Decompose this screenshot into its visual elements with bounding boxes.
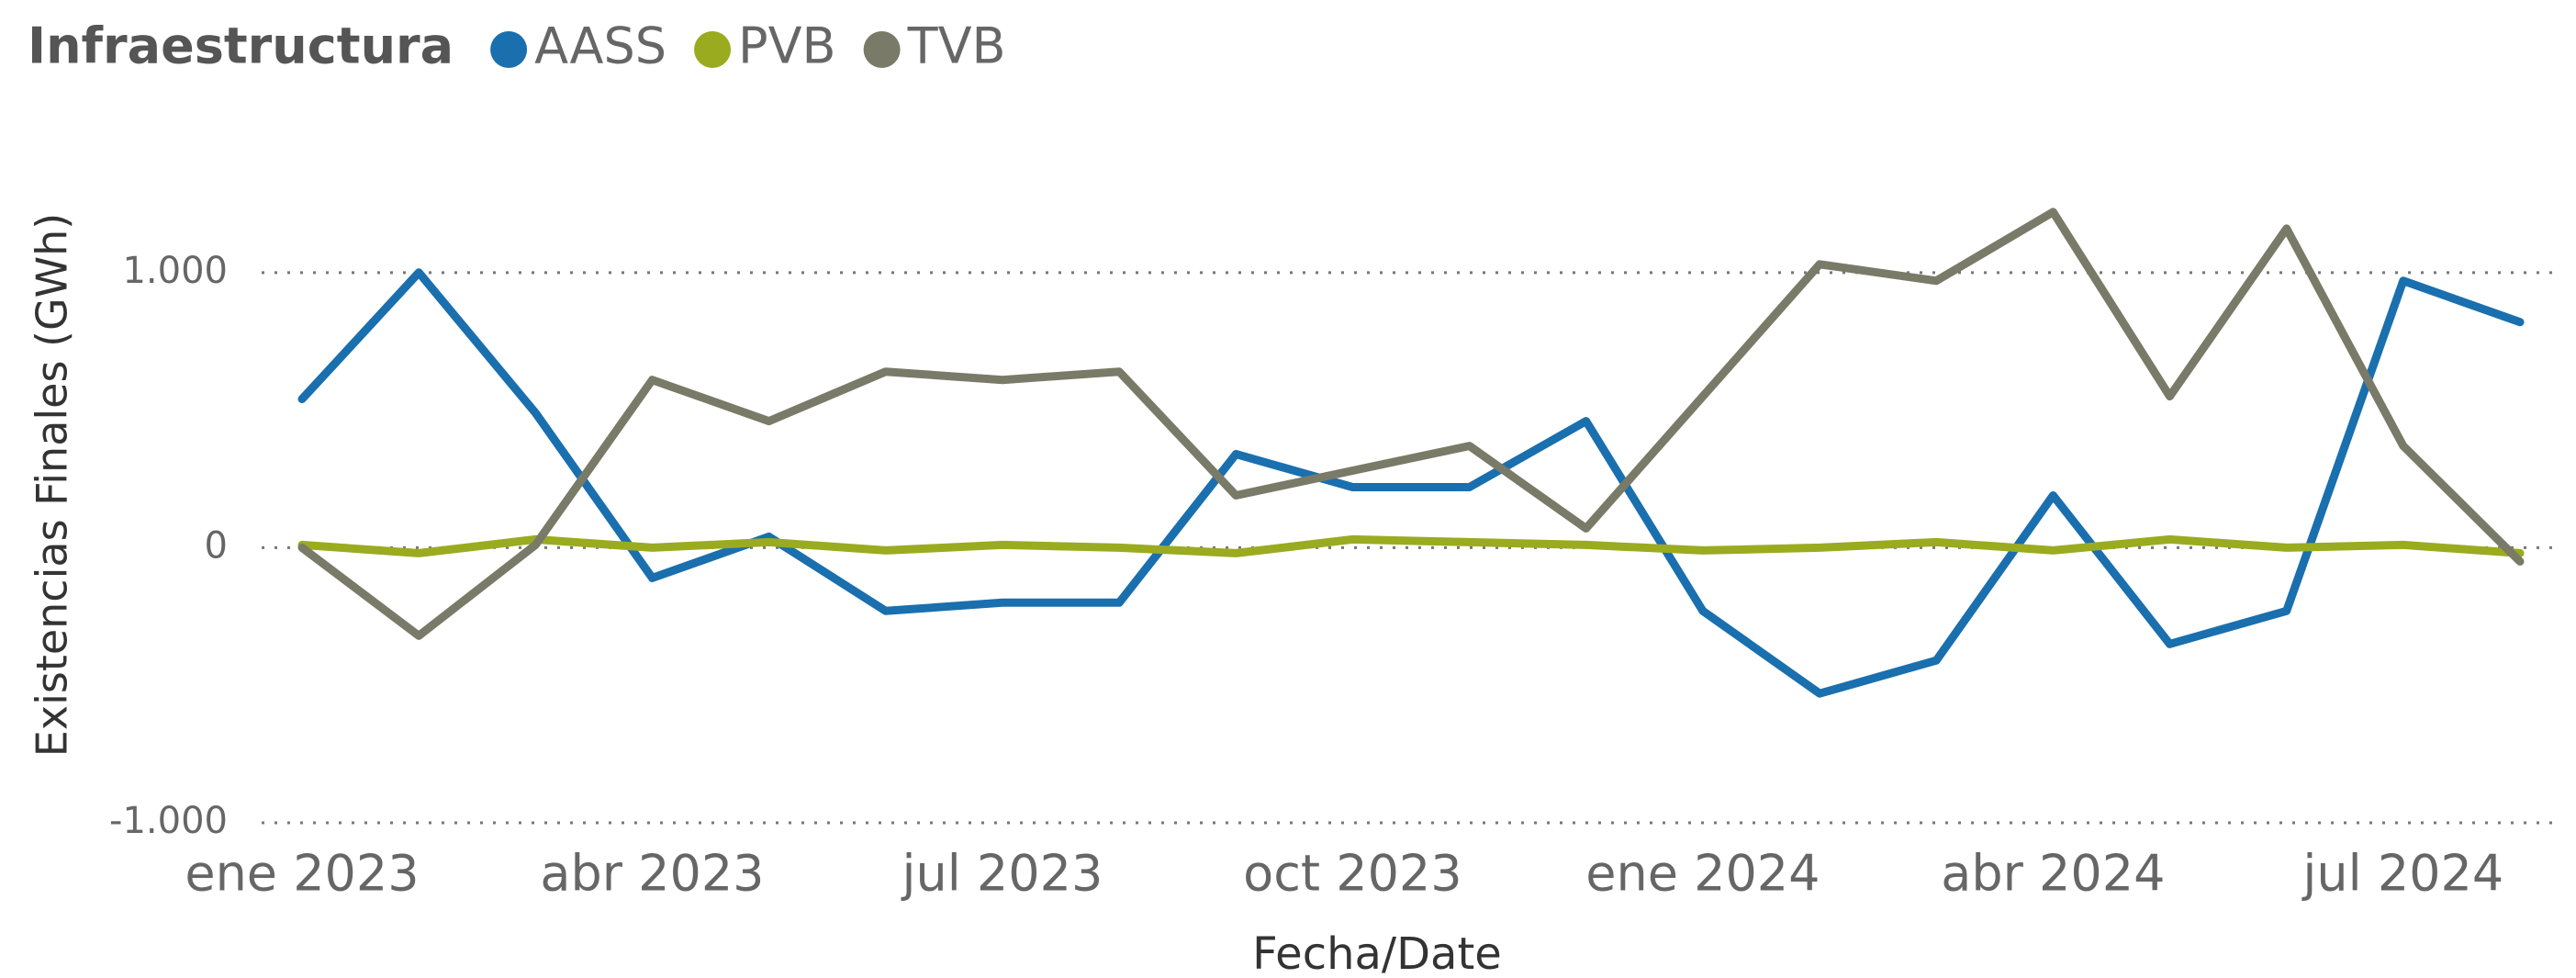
legend-marker [863,31,901,68]
y-tick-label: 0 [205,524,228,567]
series-line [297,268,2525,698]
legend-label: PVB [738,17,836,75]
x-tick-label: abr 2024 [1941,845,2165,903]
y-tick-label: 1.000 [122,250,228,292]
y-tick-label: -1.000 [109,800,228,842]
legend-title: Infraestructura [28,17,454,75]
x-tick-label: ene 2023 [185,845,419,903]
x-tick-label: oct 2023 [1243,845,1462,903]
x-tick-label: jul 2024 [2302,845,2503,903]
series-line [297,534,2525,557]
x-axis-title: Fecha/Date [1252,928,1502,978]
series-line [297,208,2525,640]
x-tick-label: abr 2023 [540,845,764,903]
legend-marker [490,31,528,68]
x-tick-label: jul 2023 [902,845,1103,903]
legend-label: AASS [534,17,666,75]
y-axis-title: Existencias Finales (GWh) [28,213,77,757]
legend-marker [694,31,732,68]
x-tick-label: ene 2024 [1585,845,1820,903]
legend-label: TVB [907,17,1006,75]
